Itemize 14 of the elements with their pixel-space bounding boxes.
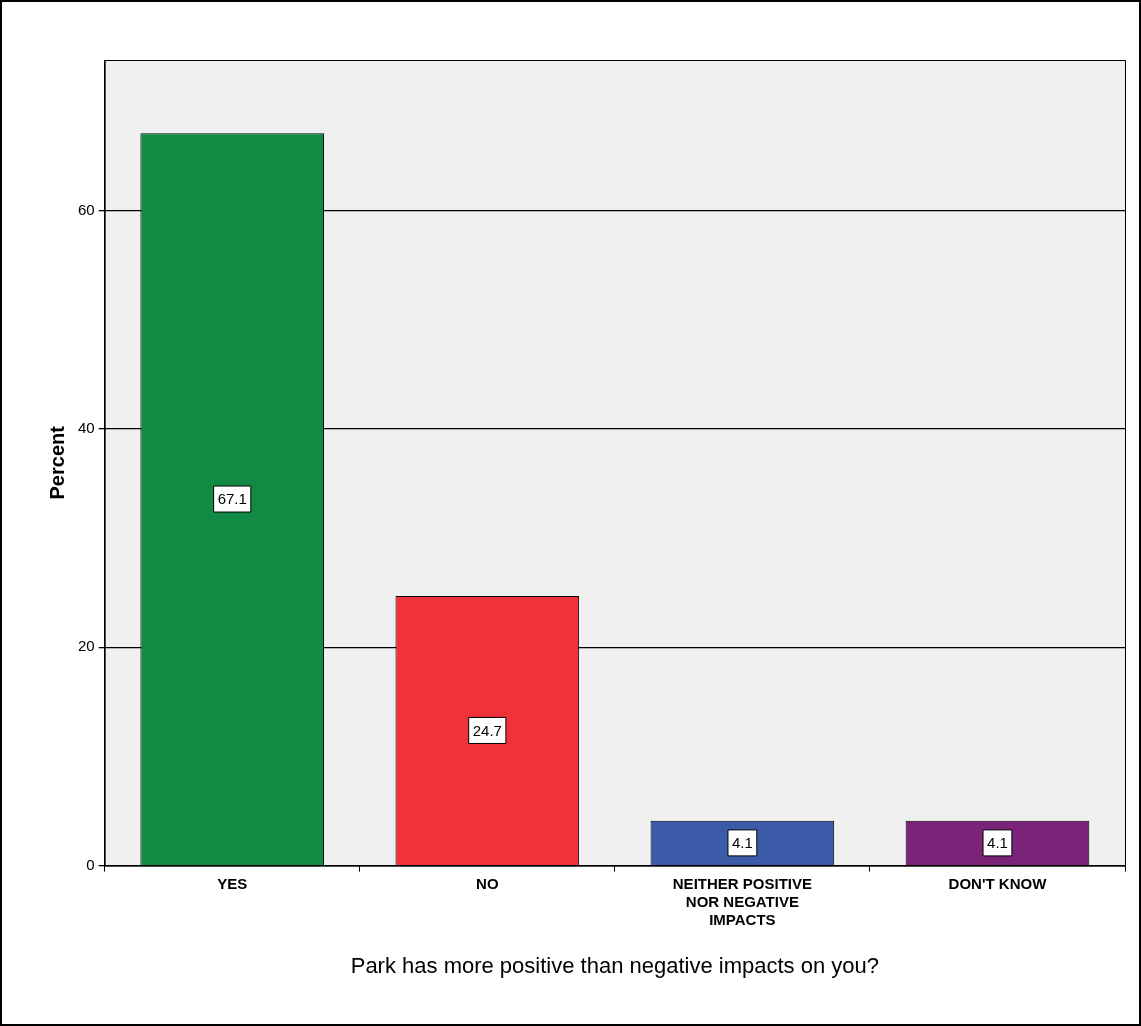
data-label: 4.1 (987, 834, 1008, 852)
data-label: 67.1 (217, 490, 247, 508)
x-tick-label: DON'T KNOW (948, 874, 1048, 892)
y-tick-label: 60 (78, 200, 95, 218)
x-tick-label: YES (217, 874, 248, 892)
data-label: 4.1 (731, 834, 753, 852)
y-tick-label: 20 (78, 637, 95, 655)
x-tick-label: NEITHER POSITIVE NOR NEGATIVE IMPACTS (672, 874, 812, 928)
x-axis-title: Park has more positive than negative impacts on you? (350, 952, 879, 978)
y-tick-label: 40 (78, 419, 95, 437)
y-axis-title: Percent (45, 425, 68, 500)
x-tick-label: NO (476, 874, 499, 892)
y-tick-label: 0 (86, 855, 95, 873)
data-label: 24.7 (472, 721, 502, 739)
